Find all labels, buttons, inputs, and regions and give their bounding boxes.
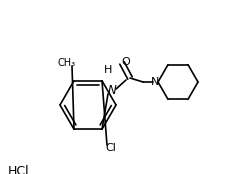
Text: O: O <box>121 57 130 67</box>
Text: Cl: Cl <box>105 143 116 153</box>
Text: CH₃: CH₃ <box>58 58 76 68</box>
Text: HCl: HCl <box>8 165 29 174</box>
Text: N: N <box>107 85 116 97</box>
Text: N: N <box>150 77 158 87</box>
Text: H: H <box>103 65 112 75</box>
